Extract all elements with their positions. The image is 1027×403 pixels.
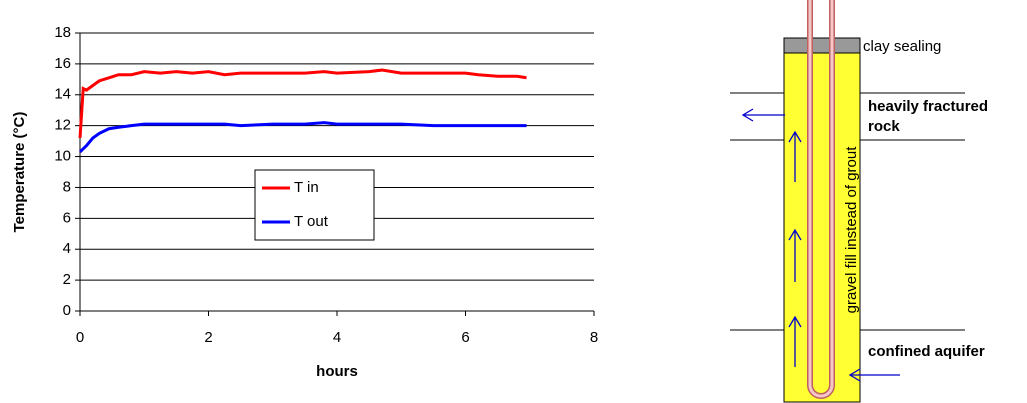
y-tick-label: 10 <box>54 148 71 165</box>
flow-arrows <box>741 108 900 382</box>
y-tick-label: 0 <box>63 302 71 319</box>
fractured-label: heavily fractured <box>868 98 988 115</box>
gravel-fill <box>783 52 861 403</box>
y-tick-label: 12 <box>54 117 71 134</box>
y-tick-label: 6 <box>63 209 71 226</box>
y-tick-label: 4 <box>63 240 71 257</box>
fill-label: gravel fill instead of grout <box>843 146 860 314</box>
x-tick-label: 4 <box>333 329 341 346</box>
x-axis-title: hours <box>316 363 358 380</box>
u-tube-inner <box>808 0 834 398</box>
y-axis-title: Temperature (°C) <box>11 112 28 233</box>
y-tick-label: 2 <box>63 271 71 288</box>
series-line <box>78 121 527 154</box>
clay-label: clay sealing <box>863 38 941 55</box>
legend-label: T out <box>294 213 329 230</box>
x-tick-label: 6 <box>461 329 469 346</box>
legend <box>254 169 375 241</box>
x-tick-label: 8 <box>590 329 598 346</box>
aquifer-label: confined aquifer <box>868 343 985 360</box>
legend-label: T in <box>294 179 319 196</box>
fractured-label: rock <box>868 118 900 135</box>
x-tick-label: 0 <box>76 329 84 346</box>
y-tick-label: 14 <box>54 86 71 103</box>
y-tick-label: 16 <box>54 55 71 72</box>
clay-seal <box>783 37 861 54</box>
series-line <box>78 68 527 139</box>
y-tick-label: 18 <box>54 24 71 41</box>
y-tick-label: 8 <box>63 178 71 195</box>
borehole-diagram: clay sealing heavily fractured rock conf… <box>730 0 988 403</box>
x-tick-label: 2 <box>204 329 212 346</box>
